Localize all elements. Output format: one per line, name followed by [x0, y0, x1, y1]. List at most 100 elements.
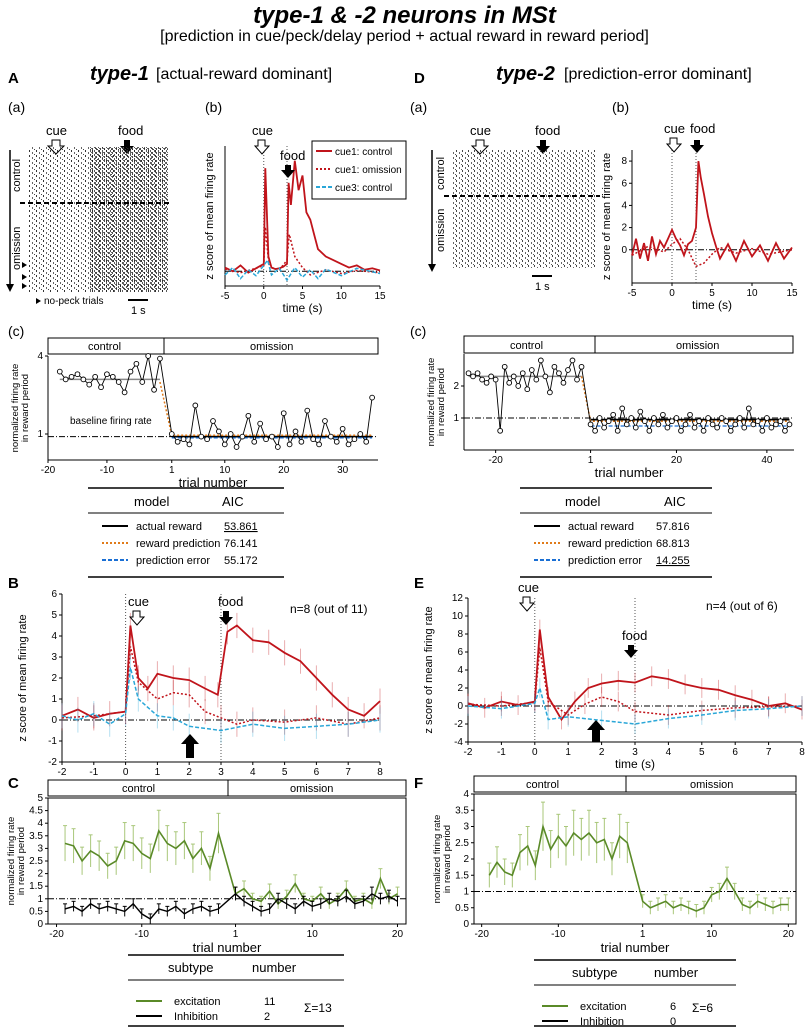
Dc-trial-point: [782, 427, 788, 434]
Db-xtick-label: -5: [628, 288, 637, 299]
E-ytick-label: -2: [454, 719, 463, 730]
Ac-trial-point: [109, 373, 116, 380]
B-ytick-label: 3: [51, 652, 57, 663]
Db-xtick-label: 15: [786, 288, 798, 299]
Ac-trial-point: [121, 389, 128, 396]
Ac-trial-point: [351, 436, 358, 443]
Ac-trial-point: [210, 418, 216, 424]
B-xtick-label: 1: [155, 767, 161, 778]
Ac-xtick-label: 10: [219, 465, 231, 476]
Ac-trial-point: [104, 371, 110, 378]
Db-series-cue1-omission: [631, 237, 793, 268]
C-ytick-label: 2: [37, 869, 43, 880]
D-c-plot: -20 1 20 40 1 2 trial number normalized firing …: [426, 354, 794, 480]
tableD-model-0: actual reward: [568, 521, 634, 533]
Dc-trial-point: [718, 415, 725, 421]
tableA-model-0: actual reward: [136, 521, 202, 533]
Ac-trial-point: [263, 436, 269, 443]
Dc-trial-point: [700, 427, 707, 434]
Dc-trial-point: [705, 415, 711, 421]
B-ytick-label: 4: [51, 631, 57, 642]
B-ytick-label: 5: [51, 610, 57, 621]
A-a-raster-response: [90, 147, 168, 292]
D-c-phase-bar: control omission: [463, 335, 794, 354]
A-a-omission-label: omission: [11, 227, 23, 270]
panel-D-label: D: [414, 70, 425, 87]
C-ytick-label: 5: [37, 793, 43, 804]
Dc-trial-point: [768, 424, 775, 431]
B-series-cue3-control: [61, 667, 381, 732]
E-xtick-label: 8: [799, 747, 805, 758]
Ac-trial-point: [339, 425, 346, 432]
F-series-excitation: [488, 823, 789, 912]
Dc-trial-point: [732, 421, 739, 428]
E-xtick-label: 1: [565, 747, 571, 758]
A-table-aic-header: AIC: [222, 494, 244, 509]
F-xtick-label: -20: [474, 929, 489, 940]
Dc-model-reward-prediction: [580, 376, 790, 422]
Dc-xtick-label: 40: [761, 455, 773, 466]
E-xlabel: time (s): [615, 757, 655, 771]
E-ytick-label: 6: [457, 647, 463, 658]
Ac-trial-point: [328, 433, 334, 440]
tableD-aic-1: 68.813: [656, 538, 690, 550]
Dc-trial-point: [759, 427, 766, 434]
Ac-xtick-label: 1: [169, 465, 175, 476]
B-series-cue1-omission: [61, 646, 381, 725]
Ab-xtick-label: 10: [336, 291, 348, 302]
D-b-label: (b): [612, 99, 629, 115]
Dc-trial-point: [474, 370, 481, 377]
A-b-cue-arrow-icon: [253, 139, 271, 155]
Dc-trial-point: [483, 379, 490, 386]
A-a-nopeck-marker-icon: [36, 298, 41, 304]
Ab-series-cue1-control: [224, 160, 381, 274]
tableF-number-0: 6: [670, 1001, 676, 1013]
Dc-trial-point: [465, 370, 472, 377]
Dc-trial-point: [519, 370, 526, 377]
type1-title: type-1: [90, 63, 149, 85]
D-c-label: (c): [410, 323, 426, 339]
B-xtick-label: 2: [186, 767, 192, 778]
Dc-trial-point: [773, 421, 779, 428]
D-table-aic-header: AIC: [664, 494, 686, 509]
F-xtick-label: 20: [783, 929, 795, 940]
Ac-trial-point: [221, 441, 228, 448]
Ac-trial-point: [286, 441, 293, 448]
E-food-arrow-icon: [624, 645, 638, 658]
A-c-omission-label: omission: [250, 341, 293, 353]
Dc-trial-point: [574, 376, 580, 383]
Ac-trial-point: [139, 379, 146, 385]
panel-E-label: E: [414, 575, 424, 592]
B-xtick-label: 4: [250, 767, 256, 778]
Ac-trial-point: [204, 436, 210, 443]
Dc-trial-point: [510, 373, 517, 380]
tableC-subtype-0: excitation: [174, 996, 220, 1008]
B-xtick-label: 6: [314, 767, 320, 778]
Dc-trial-point: [556, 370, 562, 377]
tableC-subtype-1: Inhibition: [174, 1011, 218, 1023]
A-c-control-label: control: [88, 341, 121, 353]
A-aic-table: model AIC actual reward 53.861 reward pred…: [88, 487, 284, 578]
Dc-trial-point: [569, 357, 576, 364]
Db-xtick-label: 10: [746, 288, 758, 299]
D-b-food-label: food: [690, 121, 715, 136]
Dc-trial-point: [610, 411, 617, 418]
E-xtick-label: 3: [632, 747, 638, 758]
A-table-model-header: model: [134, 494, 170, 509]
E-ytick-label: 10: [452, 611, 464, 622]
figure-subtitle: [prediction in cue/peck/delay period + a…: [160, 28, 649, 45]
F-ytick-label: 2.5: [455, 838, 469, 849]
Ac-trial-line: [59, 355, 373, 449]
Ac-trial-point: [80, 376, 87, 383]
F-ytick-label: 3: [463, 822, 469, 833]
A-a-food-label: food: [118, 123, 143, 138]
type2-title: type-2: [496, 63, 555, 85]
Dc-trial-point: [592, 427, 598, 434]
F-ytick-label: 2: [463, 854, 469, 865]
Ac-trial-point: [363, 438, 370, 445]
tableD-aic-0: 57.816: [656, 521, 690, 533]
Dc-trial-point: [470, 373, 476, 380]
panel-C-label: C: [8, 775, 19, 792]
Ac-ytick-label: 4: [37, 351, 43, 362]
